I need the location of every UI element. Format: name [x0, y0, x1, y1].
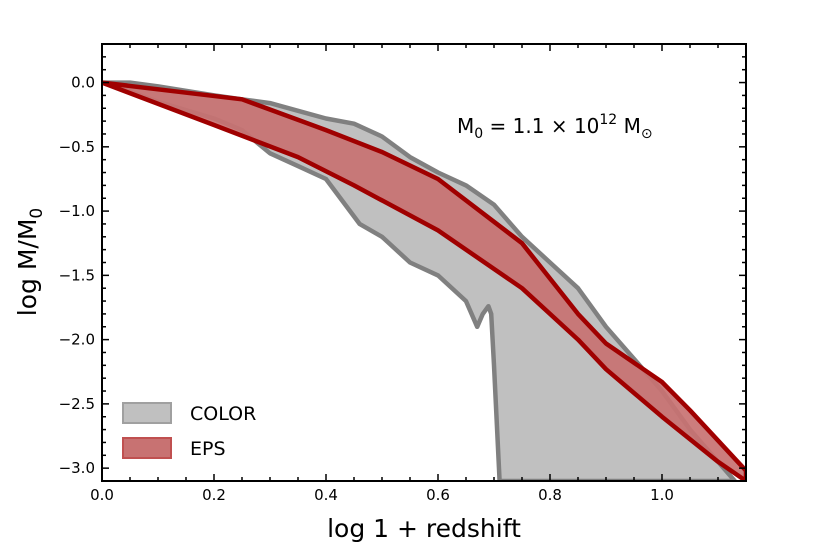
legend-label-eps: EPS — [190, 438, 226, 460]
legend-swatch-eps — [122, 437, 172, 459]
x-tick-label: 0.6 — [426, 486, 450, 504]
x-axis-label: log 1 + redshift — [327, 514, 521, 543]
y-axis-label: log M/M0 — [13, 208, 47, 316]
y-tick-label: 0.0 — [71, 74, 95, 92]
legend: COLOR EPS — [122, 402, 256, 460]
series-eps-region — [102, 80, 746, 481]
y-tick-label: −2.5 — [59, 395, 95, 413]
plot-area — [102, 80, 746, 481]
y-tick-label: −1.5 — [59, 266, 95, 284]
legend-swatch-color — [122, 402, 172, 424]
tick-labels: 0.0 0.2 0.4 0.6 0.8 1.0 0.0 −0.5 −1.0 −1.5 −2.0 −2.… — [59, 74, 674, 504]
y-tick-label: −0.5 — [59, 138, 95, 156]
y-tick-label: −2.0 — [59, 331, 95, 349]
plot-frame — [101, 43, 747, 482]
x-tick-label: 0.2 — [202, 486, 226, 504]
mass-annotation: M0 = 1.1 × 1012 M⊙ — [457, 112, 653, 142]
y-tick-label: −1.0 — [59, 202, 95, 220]
x-tick-label: 0.8 — [538, 486, 562, 504]
x-tick-label: 1.0 — [650, 486, 674, 504]
y-tick-label: −3.0 — [59, 459, 95, 477]
x-tick-label: 0.0 — [90, 486, 114, 504]
x-tick-label: 0.4 — [314, 486, 338, 504]
legend-label-color: COLOR — [190, 403, 256, 425]
